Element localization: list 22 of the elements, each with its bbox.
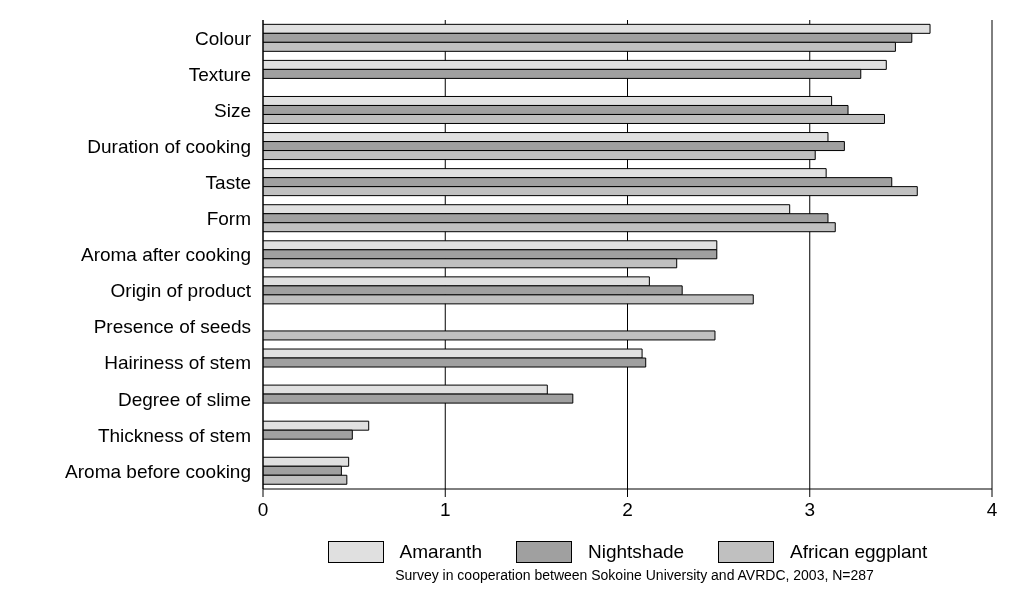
y-tick-label: Aroma after cooking [80, 244, 251, 266]
y-tick-label: Thickness of stem [97, 424, 251, 446]
x-tick-label: 2 [622, 499, 633, 521]
y-tick-label: Taste [205, 172, 251, 194]
y-tick-label: Size [214, 99, 251, 121]
y-tick-label: Texture [188, 63, 251, 85]
legend-label: African eggplant [790, 541, 928, 563]
y-tick-label: Presence of seeds [93, 316, 251, 338]
y-tick-label: Origin of product [110, 280, 252, 302]
legend-label: Nightshade [587, 541, 685, 563]
y-tick-label: Form [206, 208, 251, 230]
text: Survey in cooperation between Sokoine University and AVRDC, 2003, N=287 [394, 567, 875, 583]
y-tick-label: Aroma before cooking [65, 460, 251, 482]
x-tick-label: 1 [439, 499, 451, 521]
y-tick-label: Duration of cooking [87, 136, 251, 158]
x-tick-label: 0 [257, 499, 269, 521]
x-tick-label: 3 [804, 499, 816, 521]
legend-label: Amaranth [399, 541, 482, 563]
y-tick-label: Degree of slime [117, 388, 251, 410]
y-tick-label: Colour [195, 27, 252, 49]
x-tick-label: 4 [986, 499, 998, 521]
y-tick-label: Hairiness of stem [104, 352, 251, 374]
